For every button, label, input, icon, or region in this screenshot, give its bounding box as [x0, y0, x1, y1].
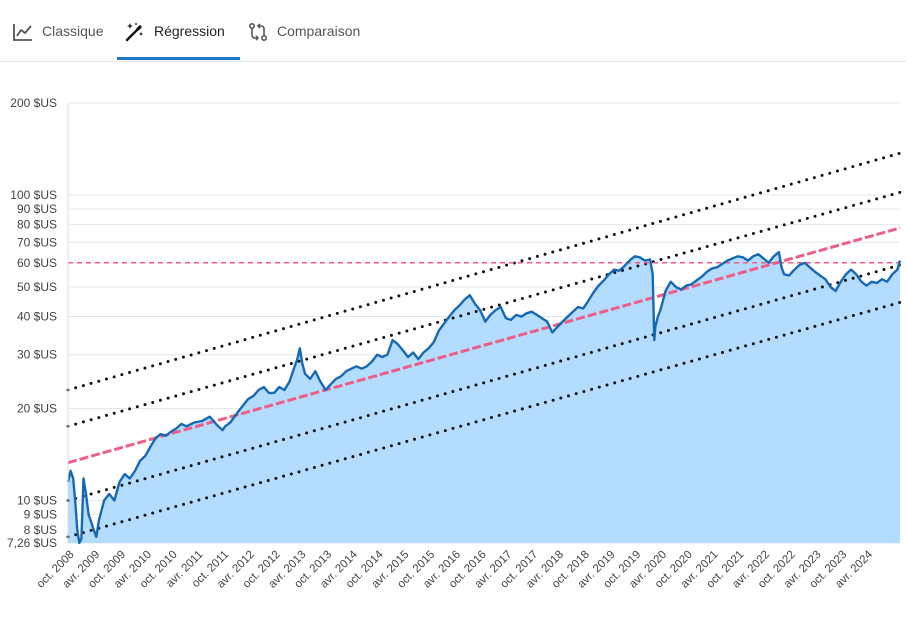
y-tick-label: 7,26 $US — [7, 536, 57, 550]
y-tick-label: 70 $US — [17, 235, 57, 249]
tab-classique[interactable]: Classique — [12, 14, 103, 60]
deviation-band-line — [66, 151, 902, 392]
y-tick-label: 9 $US — [24, 507, 57, 521]
y-tick-label: 20 $US — [17, 402, 57, 416]
deviation-bands — [66, 151, 902, 539]
active-tab-indicator — [117, 57, 240, 60]
tab-label: Classique — [42, 23, 104, 39]
deviation-band-line — [66, 263, 902, 503]
price-area — [68, 252, 900, 543]
y-tick-label: 50 $US — [17, 280, 57, 294]
y-tick-label: 10 $US — [17, 494, 57, 508]
tab-regression[interactable]: Régression — [124, 14, 225, 60]
y-tick-label: 90 $US — [17, 202, 57, 216]
y-tick-label: 8 $US — [24, 523, 57, 537]
y-tick-label: 60 $US — [17, 256, 57, 270]
price-line — [66, 250, 902, 545]
tab-label: Comparaison — [277, 23, 361, 39]
tab-comparaison[interactable]: Comparaison — [247, 14, 360, 60]
line-chart-icon — [13, 24, 32, 41]
y-tick-label: 30 $US — [17, 348, 57, 362]
y-tick-label: 100 $US — [10, 188, 57, 202]
y-tick-label: 40 $US — [17, 310, 57, 324]
deviation-band-line — [66, 190, 902, 428]
regression-line — [67, 226, 901, 465]
deviation-band-line — [66, 300, 902, 539]
compare-arrows-icon — [248, 22, 268, 42]
y-tick-label: 200 $US — [10, 96, 57, 110]
y-tick-label: 80 $US — [17, 218, 57, 232]
tab-bar: Classique Régression Comparaison — [0, 0, 906, 62]
magic-wand-icon — [125, 22, 143, 42]
tab-label: Régression — [154, 23, 225, 39]
